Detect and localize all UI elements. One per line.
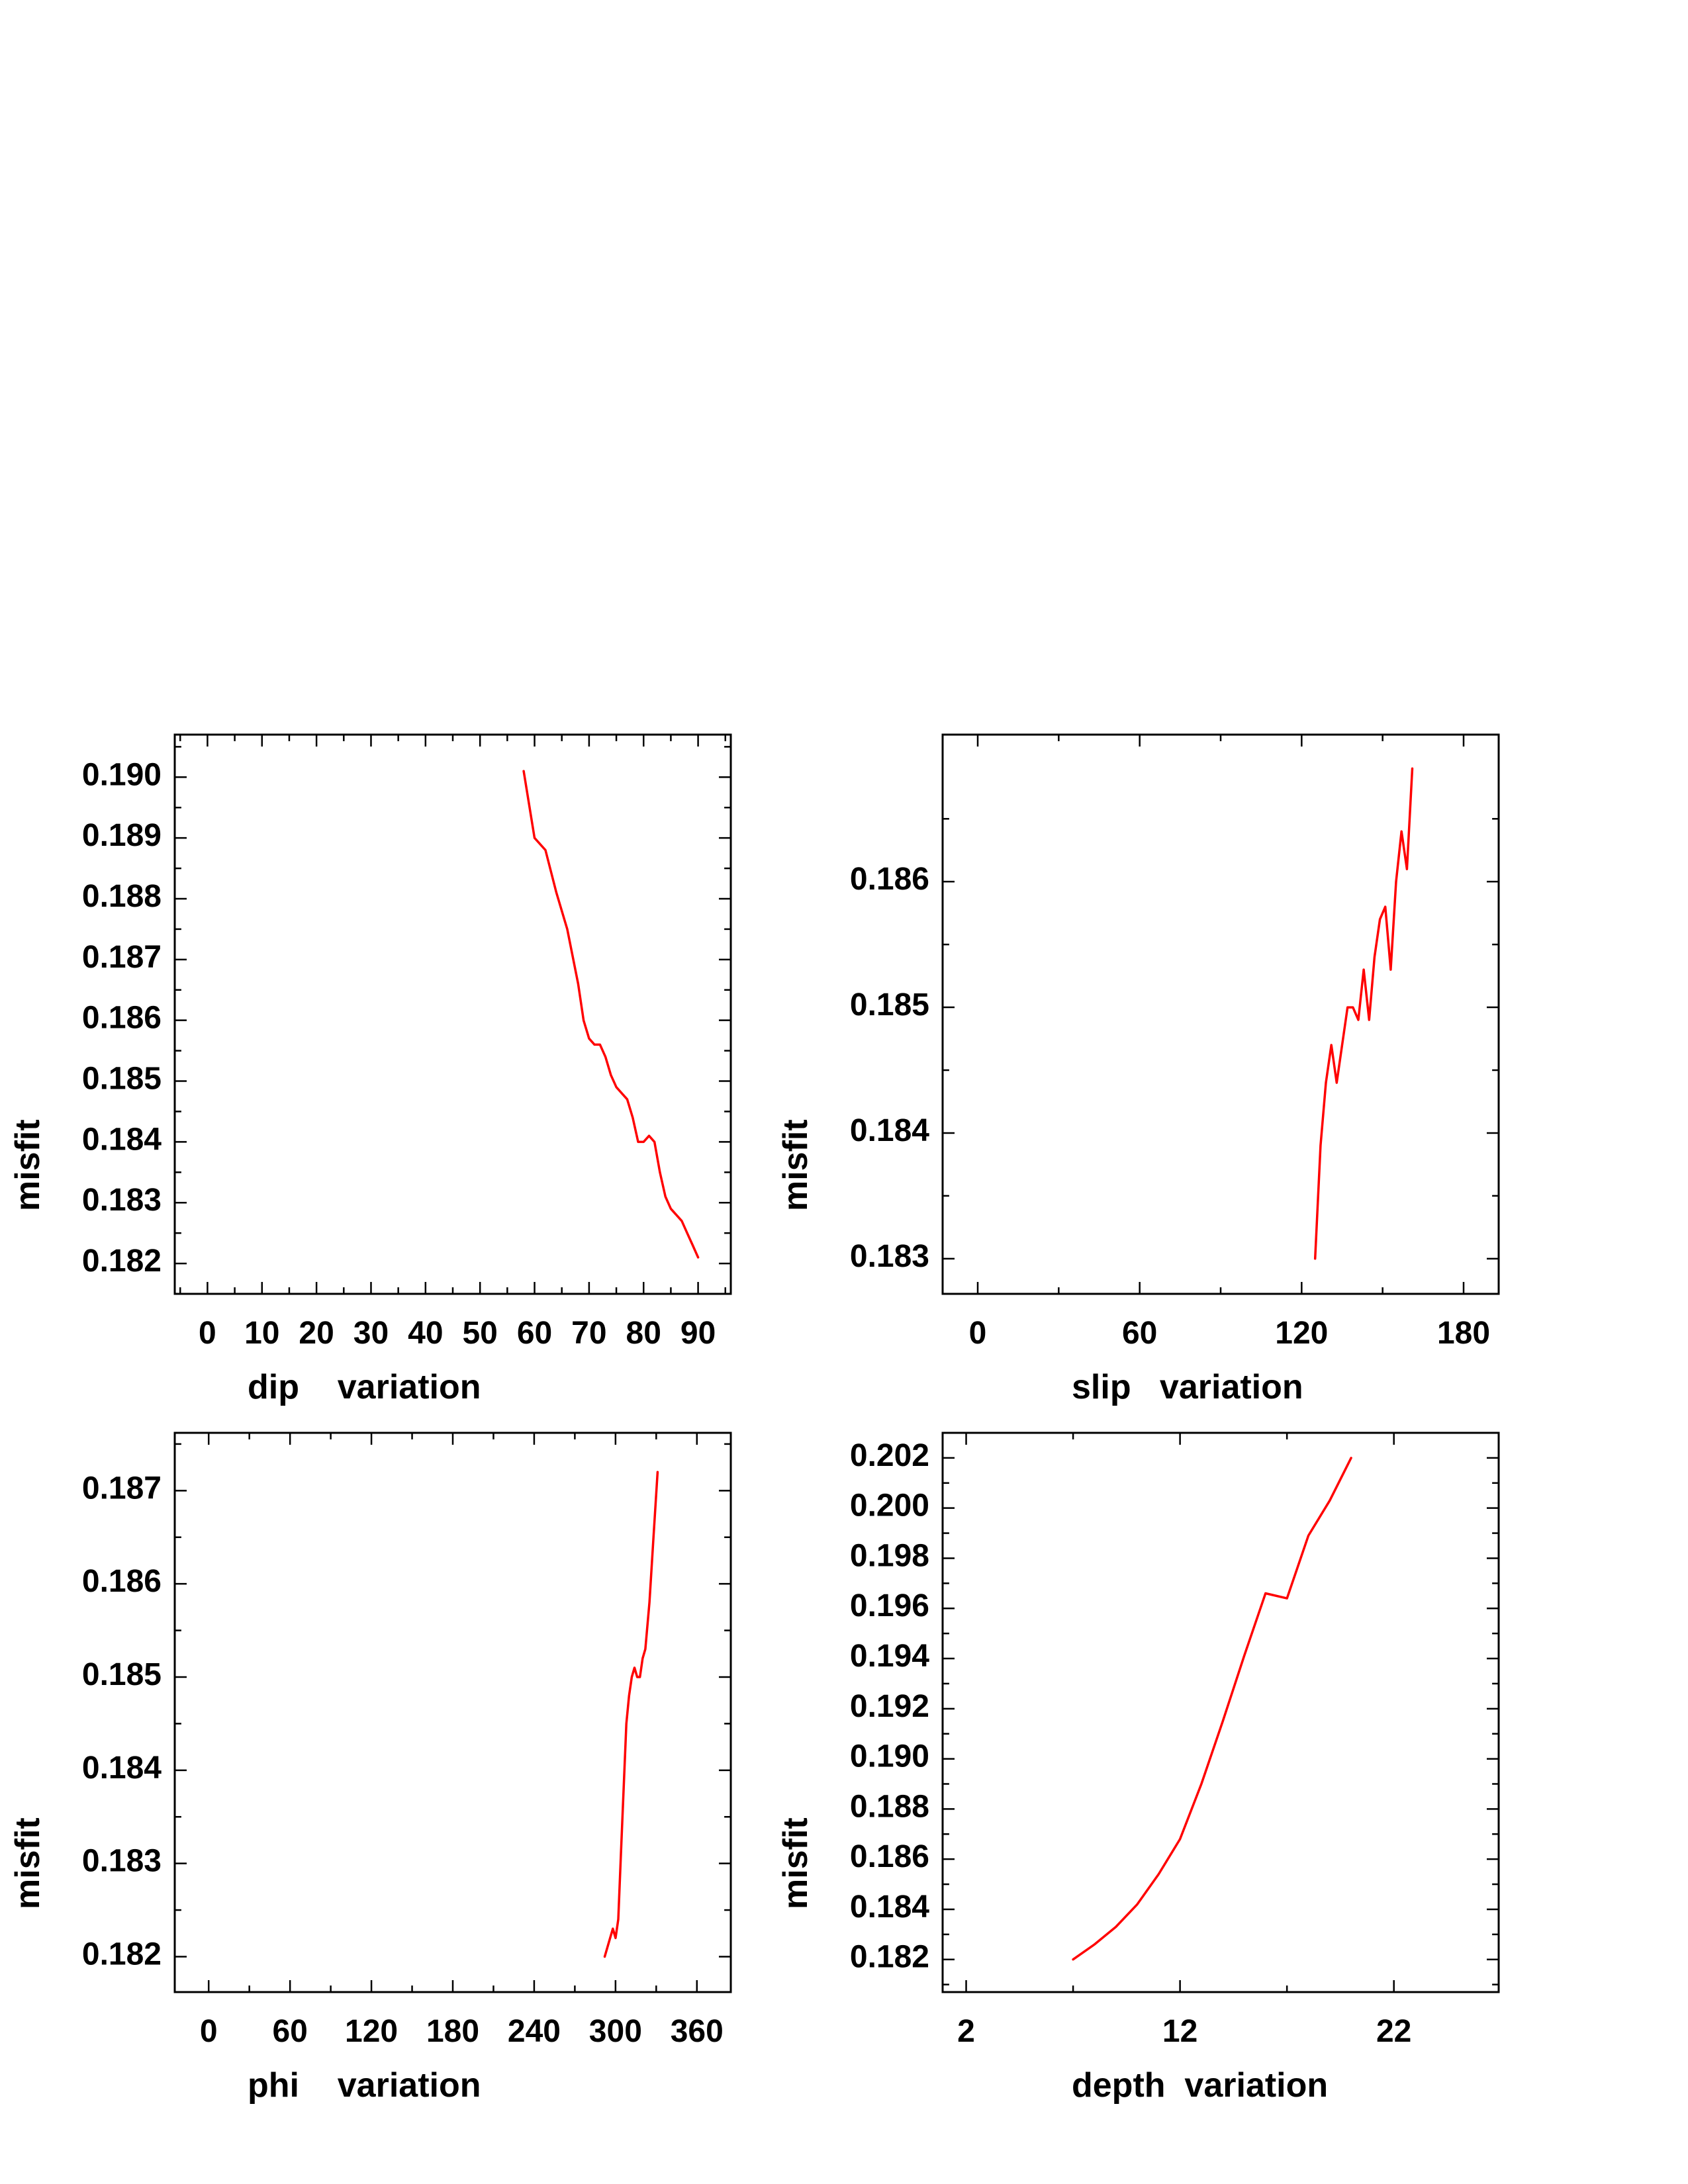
x-axis-label-slip: slip variation	[1072, 1368, 1303, 1406]
y-tick-label-dip: 0.190	[82, 757, 162, 792]
y-tick-label-dip: 0.185	[82, 1062, 162, 1097]
x-tick-label-dip: 40	[408, 1316, 443, 1351]
y-tick-label-depth: 0.186	[850, 1839, 929, 1874]
plot-frame-phi	[173, 1432, 732, 1993]
series-line-depth	[1072, 1457, 1352, 1961]
y-axis-label-depth: misfit	[776, 1817, 815, 1909]
panel-dip: 0 10 20 30 40 50 60 70 80 90 0.182 0.183 0.184 0.185 0…	[9, 733, 732, 1406]
y-tick-label-slip: 0.183	[850, 1239, 929, 1274]
x-tick-label-phi: 300	[589, 2014, 642, 2049]
x-tick-label-depth: 2	[957, 2014, 975, 2049]
x-tick-label-slip: 180	[1437, 1316, 1490, 1351]
y-tick-label-depth: 0.188	[850, 1789, 929, 1824]
ticks-depth	[943, 1433, 1499, 1992]
x-tick-label-phi: 0	[200, 2014, 218, 2049]
x-tick-label-dip: 60	[517, 1316, 552, 1351]
ticks-slip	[943, 735, 1499, 1294]
x-tick-label-slip: 0	[969, 1316, 987, 1351]
plot-frame-slip	[941, 733, 1500, 1295]
y-tick-label-dip: 0.186	[82, 1001, 162, 1036]
y-tick-label-phi: 0.185	[82, 1657, 162, 1692]
y-tick-label-depth: 0.198	[850, 1538, 929, 1573]
y-axis-label-phi: misfit	[9, 1817, 47, 1909]
series-phi	[603, 1471, 659, 1958]
y-tick-label-depth: 0.200	[850, 1488, 929, 1524]
x-tick-label-phi: 60	[272, 2014, 307, 2049]
y-tick-label-dip: 0.189	[82, 818, 162, 853]
x-tick-label-dip: 90	[680, 1316, 716, 1351]
x-axis-label-phi: phi variation	[248, 2066, 481, 2105]
tick-labels-slip: 0 60 120 180 0.183 0.184 0.185 0.186	[850, 862, 1490, 1351]
y-tick-label-phi: 0.184	[82, 1751, 162, 1786]
x-tick-label-dip: 10	[244, 1316, 279, 1351]
x-tick-label-slip: 60	[1122, 1316, 1157, 1351]
x-tick-label-dip: 0	[199, 1316, 216, 1351]
series-line-slip	[1313, 767, 1414, 1260]
x-axis-label-depth: depth variation	[1072, 2066, 1328, 2105]
x-tick-label-phi: 120	[345, 2014, 398, 2049]
series-slip	[1313, 767, 1414, 1260]
y-tick-label-depth: 0.192	[850, 1689, 929, 1724]
ticks-dip	[175, 735, 731, 1294]
y-tick-label-depth: 0.196	[850, 1588, 929, 1623]
y-tick-label-slip: 0.184	[850, 1113, 929, 1148]
y-tick-label-slip: 0.186	[850, 862, 929, 897]
x-tick-label-depth: 12	[1162, 2014, 1197, 2049]
x-tick-label-dip: 80	[626, 1316, 661, 1351]
y-axis-label-slip: misfit	[776, 1119, 815, 1211]
panel-depth: 2 12 22 0.182 0.184 0.186 0.188 0.190 0.192 0.194…	[776, 1432, 1500, 2105]
x-tick-label-depth: 22	[1376, 2014, 1411, 2049]
series-line-dip	[522, 770, 700, 1259]
x-tick-label-phi: 180	[426, 2014, 479, 2049]
y-tick-label-dip: 0.182	[82, 1244, 162, 1279]
y-tick-label-slip: 0.185	[850, 987, 929, 1023]
x-tick-label-dip: 70	[571, 1316, 606, 1351]
y-tick-label-depth: 0.182	[850, 1940, 929, 1975]
x-axis-label-dip: dip variation	[248, 1368, 481, 1406]
plot-frame-dip	[173, 733, 732, 1295]
y-tick-label-dip: 0.187	[82, 940, 162, 975]
y-tick-label-phi: 0.183	[82, 1844, 162, 1879]
y-tick-label-dip: 0.188	[82, 879, 162, 914]
y-tick-label-depth: 0.194	[850, 1639, 929, 1674]
x-tick-label-slip: 120	[1275, 1316, 1328, 1351]
y-tick-label-depth: 0.202	[850, 1438, 929, 1473]
series-depth	[1072, 1457, 1352, 1961]
series-dip	[522, 770, 700, 1259]
x-tick-label-phi: 240	[508, 2014, 561, 2049]
x-tick-label-dip: 30	[353, 1316, 389, 1351]
y-tick-label-dip: 0.183	[82, 1183, 162, 1218]
plot-frame-depth	[941, 1432, 1500, 1993]
x-tick-label-phi: 360	[671, 2014, 724, 2049]
x-tick-label-dip: 20	[299, 1316, 334, 1351]
y-axis-label-dip: misfit	[9, 1119, 47, 1211]
tick-labels-dip: 0 10 20 30 40 50 60 70 80 90 0.182 0.183 0.184 0.185 0…	[82, 757, 716, 1351]
panel-slip: 0 60 120 180 0.183 0.184 0.185 0.186 slip varia…	[776, 733, 1500, 1406]
y-tick-label-phi: 0.182	[82, 1936, 162, 1972]
x-tick-label-dip: 50	[462, 1316, 497, 1351]
y-tick-label-depth: 0.184	[850, 1889, 929, 1925]
y-tick-label-dip: 0.184	[82, 1122, 162, 1157]
y-tick-label-phi: 0.187	[82, 1471, 162, 1506]
tick-labels-phi: 0 60 120 180 240 300 360 0.182 0.183 0.184 0.185 0.…	[82, 1471, 724, 2049]
series-line-phi	[603, 1471, 659, 1958]
panel-phi: 0 60 120 180 240 300 360 0.182 0.183 0.184 0.185 0.…	[9, 1432, 732, 2105]
ticks-phi	[175, 1433, 731, 1992]
tick-labels-depth: 2 12 22 0.182 0.184 0.186 0.188 0.190 0.192 0.194…	[850, 1438, 1412, 2049]
y-tick-label-phi: 0.186	[82, 1564, 162, 1599]
y-tick-label-depth: 0.190	[850, 1739, 929, 1774]
